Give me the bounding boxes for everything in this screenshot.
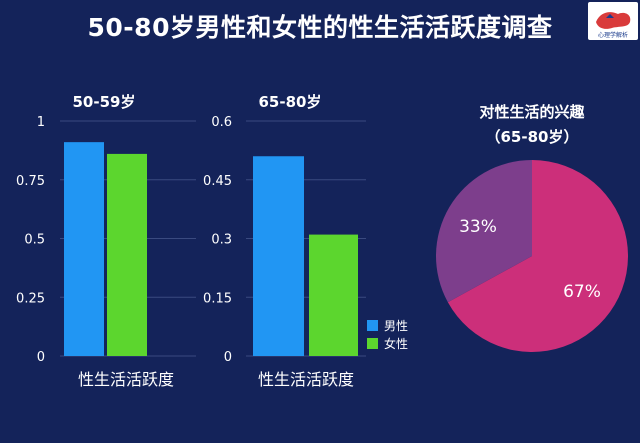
c1-ytick-label: 0.5 — [24, 233, 45, 248]
c2-ytick-label: 0.45 — [203, 174, 232, 189]
legend-female-label: 女性 — [384, 336, 408, 351]
c1-ytick-label: 0.25 — [16, 291, 45, 306]
c1-bar-female — [107, 153, 147, 356]
c2-ytick-label: 0.15 — [203, 291, 232, 306]
chart1-xlabel: 性生活活跃度 — [78, 370, 174, 389]
bar-chart-50-59: 50-59岁 0 0.25 0.5 0.75 1 性生活活跃度 — [16, 93, 196, 389]
map-logo-icon — [596, 12, 631, 29]
c1-bar-male — [64, 142, 104, 356]
c2-ytick-label: 0.6 — [211, 115, 232, 130]
bar-chart-65-80: 65-80岁 0 0.15 0.3 0.45 0.6 性生活活跃度 — [203, 93, 366, 389]
pie-chart-interest: 对性生活的兴趣 （65-80岁） 67% 33% — [436, 103, 629, 352]
c1-ytick-label: 0.75 — [16, 174, 45, 189]
logo-text: 心理学解析 — [598, 31, 628, 39]
pie-slice-0 — [447, 160, 629, 352]
legend-male-swatch — [367, 320, 378, 331]
pie-title-line1: 对性生活的兴趣 — [479, 103, 585, 121]
pie-slice-label-1: 33% — [459, 217, 497, 237]
legend-female-swatch — [367, 338, 378, 349]
page-title: 50-80岁男性和女性的性生活活跃度调查 — [87, 13, 553, 42]
c2-ytick-label: 0.3 — [211, 233, 232, 248]
pie-slice-1 — [436, 160, 532, 303]
c2-bar-male — [253, 156, 304, 356]
pie-title-line2: （65-80岁） — [486, 128, 579, 146]
chart2-xlabel: 性生活活跃度 — [258, 370, 354, 389]
c1-ytick-label: 0 — [37, 350, 45, 365]
chart1-title: 50-59岁 — [73, 93, 136, 111]
legend-male-label: 男性 — [384, 319, 408, 333]
pie-slice-label-0: 67% — [563, 282, 601, 302]
chart2-title: 65-80岁 — [259, 93, 322, 111]
c2-ytick-label: 0 — [224, 350, 232, 365]
c1-ytick-label: 1 — [37, 115, 45, 130]
logo: 心理学解析 — [588, 2, 638, 40]
c2-bar-female — [309, 234, 358, 356]
legend: 男性 女性 — [367, 319, 408, 351]
